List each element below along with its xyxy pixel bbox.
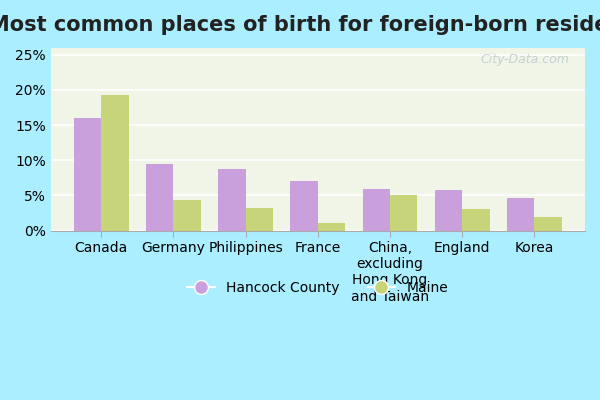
Bar — [245, 208, 273, 230]
Bar — [362, 189, 390, 230]
Bar — [173, 200, 201, 230]
Legend: Hancock County, Maine: Hancock County, Maine — [182, 275, 454, 300]
Bar — [74, 118, 101, 230]
Bar — [535, 216, 562, 230]
Bar — [435, 190, 462, 230]
Bar — [146, 164, 173, 230]
Bar — [318, 223, 345, 230]
Bar — [290, 181, 318, 230]
Bar — [218, 169, 245, 230]
Bar — [462, 210, 490, 230]
Bar — [390, 195, 418, 230]
Bar — [507, 198, 535, 230]
Title: Most common places of birth for foreign-born residents: Most common places of birth for foreign-… — [0, 15, 600, 35]
Text: City-Data.com: City-Data.com — [480, 53, 569, 66]
Bar — [101, 95, 128, 230]
